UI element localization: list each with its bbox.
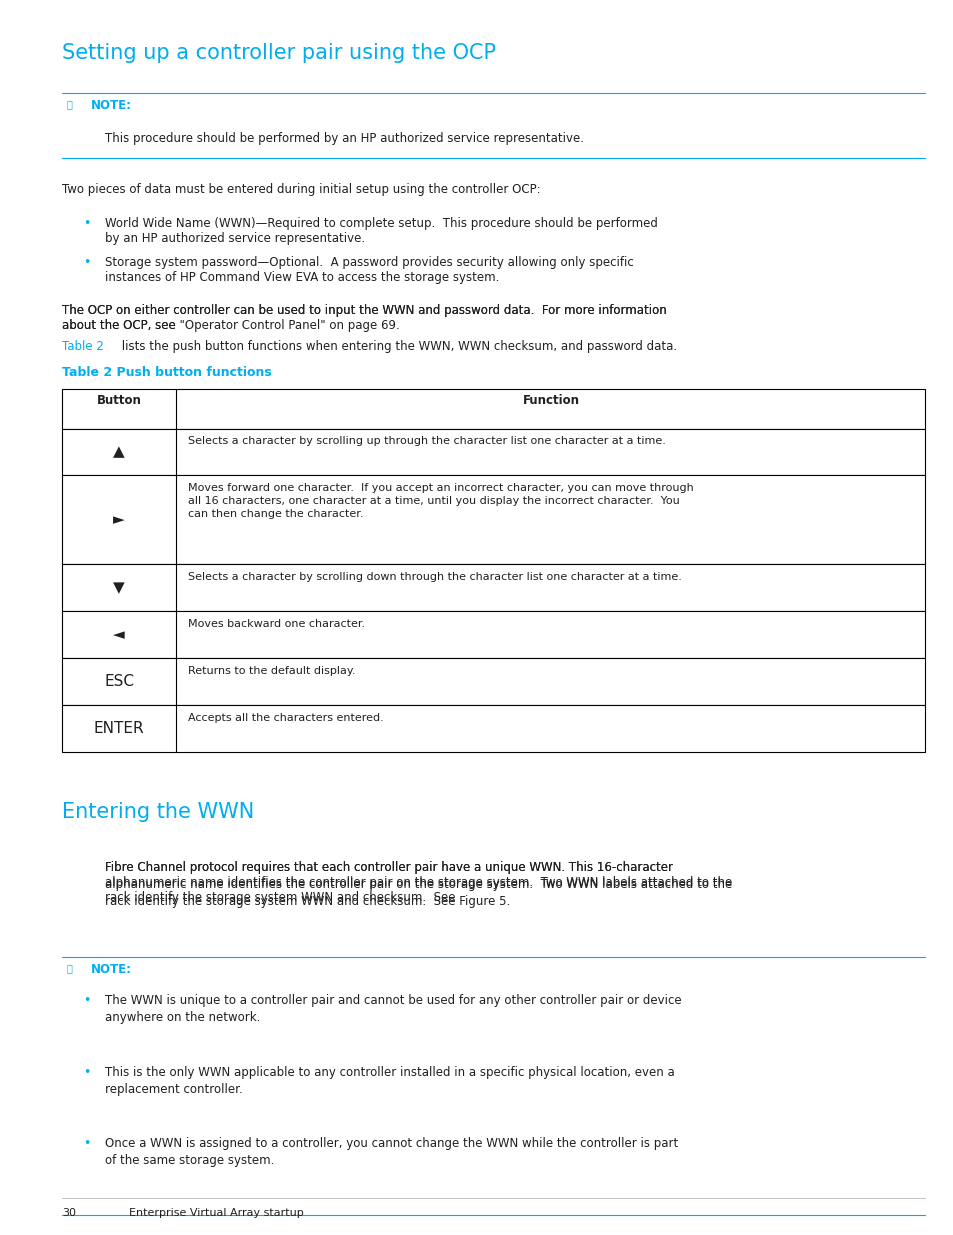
Text: •: • bbox=[83, 1137, 91, 1151]
Text: World Wide Name (WWN)—Required to complete setup.  This procedure should be perf: World Wide Name (WWN)—Required to comple… bbox=[105, 217, 658, 246]
Text: Table 2 Push button functions: Table 2 Push button functions bbox=[62, 366, 272, 379]
Text: Selects a character by scrolling down through the character list one character a: Selects a character by scrolling down th… bbox=[188, 572, 681, 582]
Text: ESC: ESC bbox=[104, 674, 134, 689]
Text: •: • bbox=[83, 1066, 91, 1079]
Bar bbox=[62, 429, 924, 475]
Text: ◄: ◄ bbox=[113, 627, 125, 642]
Text: Fibre Channel protocol requires that each controller pair have a unique WWN. Thi: Fibre Channel protocol requires that eac… bbox=[105, 861, 731, 908]
Bar bbox=[62, 705, 924, 752]
Bar bbox=[62, 611, 924, 658]
Text: Function: Function bbox=[522, 394, 578, 408]
Text: ►: ► bbox=[113, 513, 125, 527]
Text: Button: Button bbox=[96, 394, 142, 408]
Text: Table 2: Table 2 bbox=[62, 340, 104, 353]
Text: Storage system password—Optional.  A password provides security allowing only sp: Storage system password—Optional. A pass… bbox=[105, 256, 633, 284]
Bar bbox=[62, 564, 924, 611]
Text: NOTE:: NOTE: bbox=[91, 99, 132, 112]
Text: Moves backward one character.: Moves backward one character. bbox=[188, 619, 365, 629]
Bar bbox=[62, 389, 924, 429]
Text: Entering the WWN: Entering the WWN bbox=[62, 802, 254, 821]
Text: •: • bbox=[83, 994, 91, 1008]
Text: Enterprise Virtual Array startup: Enterprise Virtual Array startup bbox=[129, 1208, 303, 1218]
Bar bbox=[62, 475, 924, 564]
Text: Once a WWN is assigned to a controller, you cannot change the WWN while the cont: Once a WWN is assigned to a controller, … bbox=[105, 1137, 678, 1167]
Text: ▲: ▲ bbox=[113, 445, 125, 459]
Text: NOTE:: NOTE: bbox=[91, 963, 132, 977]
Text: lists the push button functions when entering the WWN, WWN checksum, and passwor: lists the push button functions when ent… bbox=[118, 340, 677, 353]
Text: ▼: ▼ bbox=[113, 580, 125, 595]
Text: •: • bbox=[83, 217, 91, 231]
Text: •: • bbox=[83, 256, 91, 269]
Text: This is the only WWN applicable to any controller installed in a specific physic: This is the only WWN applicable to any c… bbox=[105, 1066, 674, 1095]
Text: Two pieces of data must be entered during initial setup using the controller OCP: Two pieces of data must be entered durin… bbox=[62, 183, 540, 196]
Text: Returns to the default display.: Returns to the default display. bbox=[188, 666, 355, 676]
Text: 📝: 📝 bbox=[67, 963, 72, 973]
Text: Setting up a controller pair using the OCP: Setting up a controller pair using the O… bbox=[62, 43, 496, 63]
Text: Moves forward one character.  If you accept an incorrect character, you can move: Moves forward one character. If you acce… bbox=[188, 483, 693, 519]
Text: ENTER: ENTER bbox=[93, 721, 145, 736]
Bar bbox=[62, 658, 924, 705]
Text: This procedure should be performed by an HP authorized service representative.: This procedure should be performed by an… bbox=[105, 132, 583, 146]
Text: Selects a character by scrolling up through the character list one character at : Selects a character by scrolling up thro… bbox=[188, 436, 665, 446]
Text: Accepts all the characters entered.: Accepts all the characters entered. bbox=[188, 713, 383, 722]
Text: 30: 30 bbox=[62, 1208, 76, 1218]
Text: 📝: 📝 bbox=[67, 99, 72, 109]
Text: Fibre Channel protocol requires that each controller pair have a unique WWN. Thi: Fibre Channel protocol requires that eac… bbox=[105, 861, 731, 904]
Text: The WWN is unique to a controller pair and cannot be used for any other controll: The WWN is unique to a controller pair a… bbox=[105, 994, 680, 1024]
Text: The OCP on either controller can be used to input the WWN and password data.  Fo: The OCP on either controller can be used… bbox=[62, 304, 666, 332]
Text: The OCP on either controller can be used to input the WWN and password data.  Fo: The OCP on either controller can be used… bbox=[62, 304, 666, 332]
